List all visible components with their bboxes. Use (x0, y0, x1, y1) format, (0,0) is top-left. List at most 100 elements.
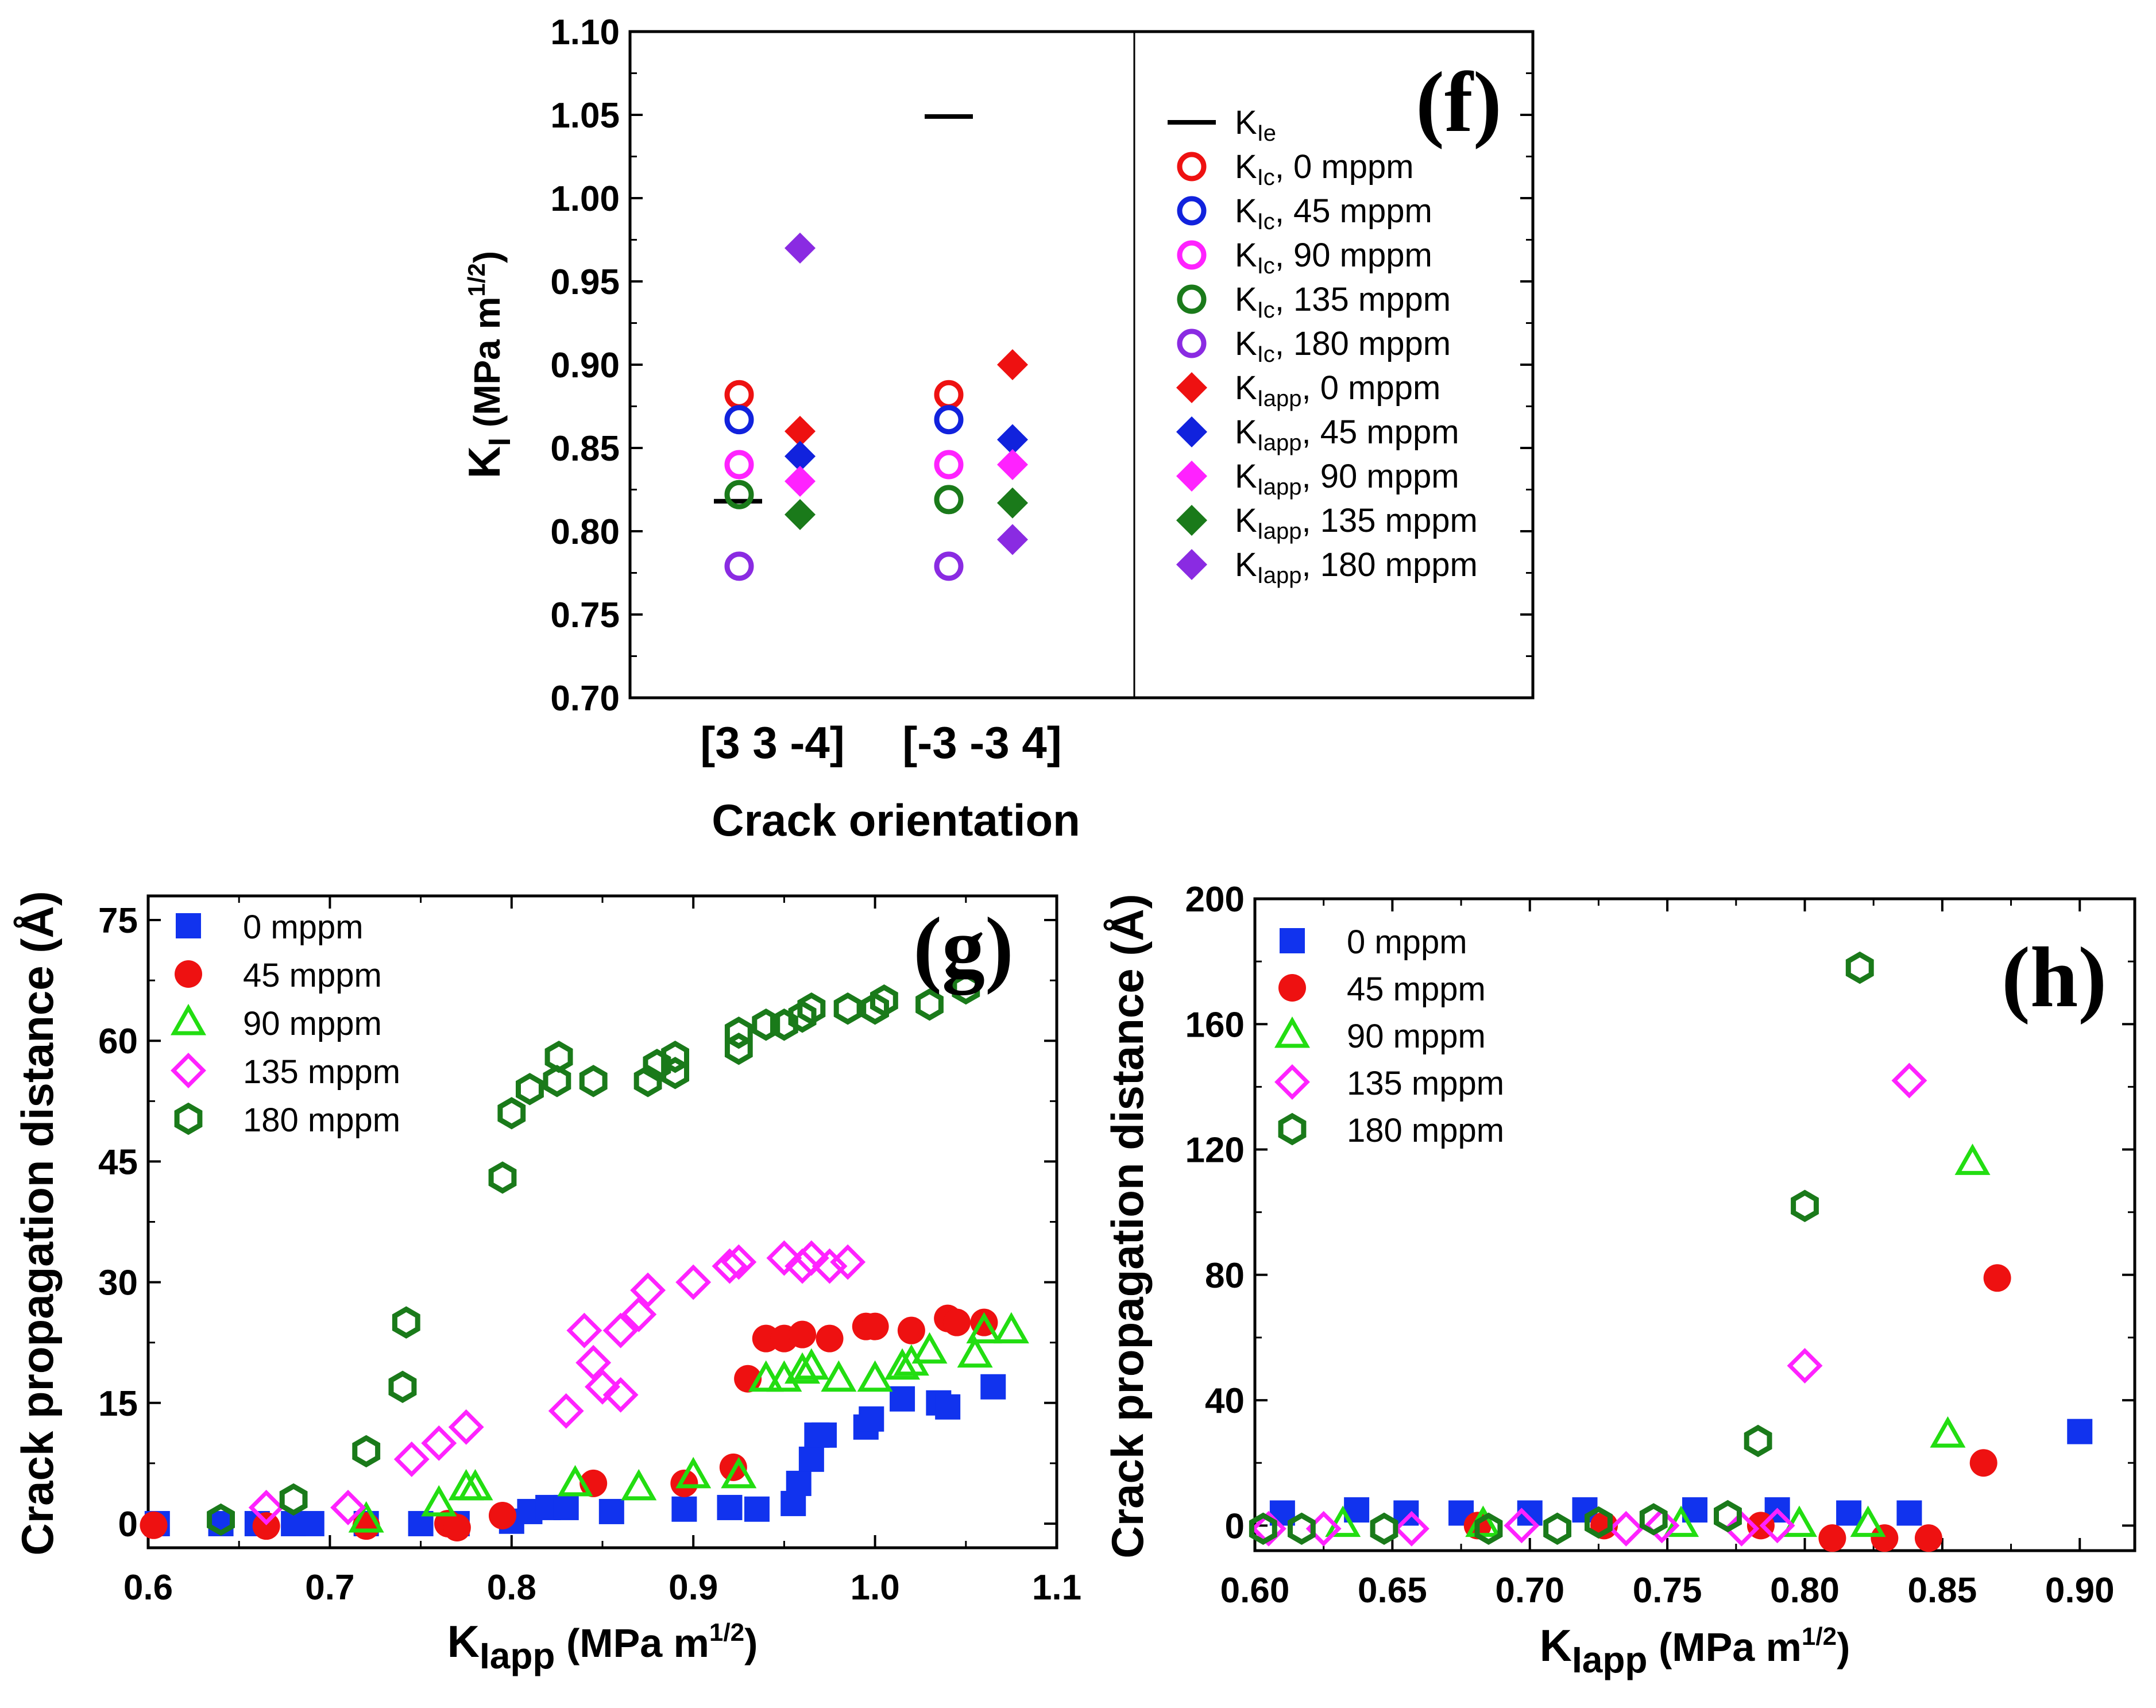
panel-g-marker-180-mppm-0 (207, 1503, 235, 1536)
panel-g-marker-135-mppm-8 (585, 1369, 620, 1405)
panel-f-label: (f) (1416, 55, 1502, 150)
panel-g-legend-label-3: 135 mppm (243, 1053, 400, 1091)
panel-g-marker-180-mppm-23 (870, 984, 898, 1017)
panel-g-marker-90-mppm-19 (993, 1312, 1029, 1344)
panel-g-marker-0-mppm-20 (812, 1422, 837, 1448)
panel-h-legend-swatch-4 (1278, 1112, 1307, 1146)
panel-g: 0 15 30 45 60 75 0.6 0.7 0.8 0.9 1.0 1.1 0 mppm 45 … (12, 891, 1081, 1676)
panel-h-marker-180-mppm-3 (1474, 1512, 1503, 1545)
panel-f-legend-label-7: KIapp, 45 mppm (1235, 414, 1459, 455)
panel-h-marker-45-mppm-3 (1818, 1524, 1846, 1552)
panel-f-legend-swatch-6 (1176, 372, 1207, 403)
panel-g-legend: 0 mppm 45 mppm 90 mppm 135 mppm 180 mppm (170, 909, 400, 1139)
panel-g-marker-180-mppm-19 (788, 1000, 817, 1033)
panel-h-marker-90-mppm-4 (1850, 1505, 1886, 1537)
panel-g-x-tick-label-4: 1.0 (850, 1568, 899, 1607)
panel-g-x-axis-label-units: (MPa m (555, 1621, 709, 1666)
panel-g-marker-0-mppm-22 (859, 1406, 884, 1432)
panel-g-marker-180-mppm-21 (833, 992, 862, 1025)
panel-h-y-tick-label-0: 0 (1225, 1506, 1245, 1546)
panel-g-marker-0-mppm-12 (598, 1498, 624, 1524)
panel-g-marker-135-mppm-19 (812, 1248, 848, 1284)
panel-g-marker-135-mppm-9 (602, 1377, 639, 1413)
panel-h-x-tick-label-4: 0.80 (1770, 1571, 1840, 1610)
panel-f-y-ticks: 0.70 0.75 0.80 0.85 0.90 0.95 1.00 1.05 1.10 (550, 13, 1533, 718)
panel-g-marker-0-mppm-13 (671, 1496, 697, 1522)
panel-g-marker-135-mppm-5 (548, 1393, 584, 1429)
panel-g-y-tick-label-2: 30 (98, 1263, 138, 1303)
panel-g-legend-label-1: 45 mppm (243, 957, 382, 994)
panel-f-legend-label-0: KIe (1235, 104, 1276, 146)
panel-g-marker-135-mppm-3 (421, 1425, 457, 1461)
panel-g-marker-135-mppm-15 (721, 1244, 757, 1280)
panel-f-legend-label-2: KIc, 45 mppm (1235, 192, 1432, 234)
panel-g-x-tick-label-3: 0.9 (669, 1568, 718, 1607)
panel-f-legend-swatch-9 (1176, 505, 1207, 536)
panel-f-marker-kiapp-0-mppm-1 (997, 349, 1028, 380)
panel-f-legend-label-5: KIc, 180 mppm (1235, 325, 1451, 367)
panel-f-legend-swatch-3 (1177, 240, 1207, 270)
panel-f-y-axis-label-close: ) (466, 251, 508, 263)
panel-h-marker-180-mppm-2 (1370, 1512, 1398, 1545)
panel-g-marker-90-mppm-4 (557, 1464, 593, 1497)
panel-g-marker-180-mppm-7 (516, 1073, 544, 1106)
panel-h-legend-swatch-3 (1274, 1064, 1310, 1100)
panel-f-marker-kiapp-135-mppm-1 (997, 487, 1028, 519)
panel-f-y-axis-label-sub: I (482, 438, 517, 446)
panel-g-x-axis-label-exp: 1/2 (709, 1618, 744, 1647)
panel-f-y-tick-label-0: 0.70 (550, 679, 620, 718)
panel-f-y-tick-label-6: 1.00 (550, 179, 620, 219)
panel-g-x-tick-label-1: 0.7 (305, 1568, 354, 1607)
panel-f-plot-frame (628, 30, 1535, 700)
panel-f-marker-kic-90-mppm-1 (934, 450, 964, 480)
panel-h-label: (h) (2002, 930, 2107, 1025)
panel-g-marker-0-mppm-14 (717, 1494, 743, 1520)
panel-f-marker-kic-135-mppm-0 (724, 480, 754, 509)
panel-g-marker-45-mppm-5 (488, 1501, 516, 1529)
panel-g-marker-135-mppm-10 (602, 1312, 639, 1348)
panel-h-marker-180-mppm-7 (1714, 1500, 1742, 1533)
panel-f-marker-kiapp-180-mppm-1 (997, 524, 1028, 555)
panel-h-marker-135-mppm-8 (1787, 1348, 1823, 1384)
panel-h-y-tick-label-2: 80 (1205, 1256, 1245, 1296)
panel-g-x-tick-label-0: 0.6 (123, 1568, 173, 1607)
panel-g-marker-135-mppm-11 (621, 1296, 657, 1332)
panel-f-marker-kic-0-mppm-1 (934, 380, 964, 409)
panel-g-marker-45-mppm-12 (789, 1320, 817, 1348)
panel-f-y-tick-label-8: 1.10 (550, 13, 620, 52)
panel-g-marker-90-mppm-0 (348, 1501, 384, 1533)
panel-h-x-axis-label-close: ) (1837, 1625, 1850, 1670)
panel-h-x-axis-label-sub: Iapp (1572, 1639, 1648, 1680)
panel-f-y-tick-label-3: 0.85 (550, 429, 620, 469)
panel-g-marker-180-mppm-1 (279, 1483, 308, 1516)
panel-f-marker-kiapp-90-mppm-0 (785, 466, 816, 497)
panel-h-marker-135-mppm-5 (1644, 1508, 1680, 1544)
panel-h-marker-135-mppm-4 (1608, 1510, 1644, 1547)
panel-h-marker-45-mppm-6 (1969, 1449, 1997, 1477)
panel-g-marker-135-mppm-20 (830, 1244, 866, 1280)
panel-f-legend-swatch-4 (1177, 284, 1207, 314)
panel-h-legend-swatch-0 (1280, 928, 1305, 953)
panel-g-marker-180-mppm-3 (388, 1370, 417, 1403)
panel-h-marker-180-mppm-0 (1249, 1512, 1277, 1545)
panel-g-marker-180-mppm-24 (915, 988, 944, 1021)
panel-f-legend-label-8: KIapp, 90 mppm (1235, 458, 1459, 500)
panel-g-marker-90-mppm-12 (821, 1360, 857, 1392)
panel-g-marker-90-mppm-5 (621, 1469, 657, 1501)
panel-f-marker-kic-45-mppm-0 (724, 405, 754, 435)
panel-h-marker-135-mppm-0 (1250, 1510, 1286, 1547)
panel-f-legend-label-4: KIc, 135 mppm (1235, 281, 1451, 323)
panel-g-marker-180-mppm-2 (352, 1435, 381, 1468)
panel-g-marker-180-mppm-8 (543, 1065, 571, 1098)
panel-g-legend-swatch-3 (171, 1053, 206, 1088)
panel-f-marker-kiapp-180-mppm-0 (785, 233, 816, 264)
panel-f-legend-swatch-5 (1177, 329, 1207, 358)
panel-g-marker-135-mppm-0 (248, 1489, 284, 1525)
panel-h-y-tick-label-3: 120 (1185, 1131, 1245, 1170)
panel-f-legend-label-9: KIapp, 135 mppm (1235, 502, 1478, 544)
panel-h-legend: 0 mppm 45 mppm 90 mppm 135 mppm 180 mppm (1274, 923, 1504, 1149)
panel-g-marker-135-mppm-7 (575, 1344, 612, 1381)
panel-g-marker-90-mppm-1 (421, 1485, 457, 1517)
panel-f-legend-swatch-8 (1176, 461, 1207, 492)
panel-g-marker-180-mppm-16 (724, 1017, 753, 1049)
